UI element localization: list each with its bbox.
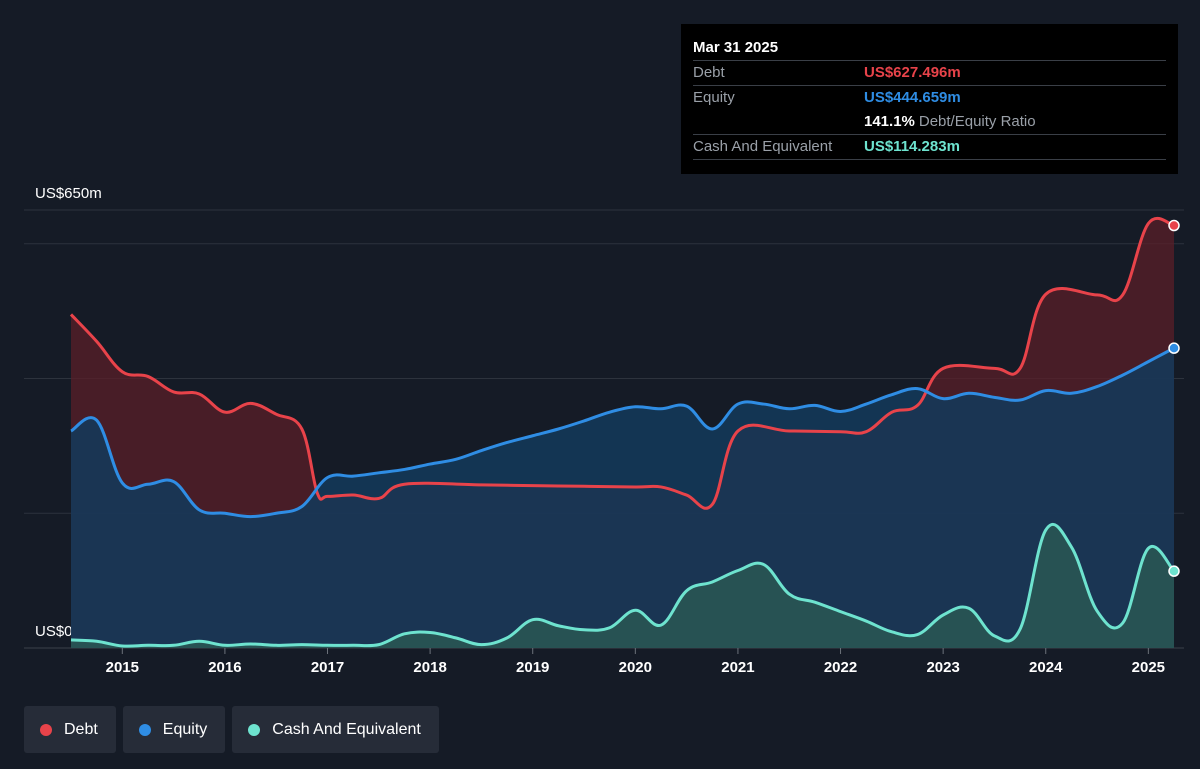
- tooltip-debt-value: US$627.496m: [864, 64, 961, 81]
- equity-line: [70, 346, 1175, 519]
- tooltip-debt-label: Debt: [693, 64, 725, 81]
- tooltip-cash-label: Cash And Equivalent: [693, 138, 833, 155]
- cash-dot-icon: [248, 723, 261, 736]
- equity-dot-icon: [138, 723, 151, 736]
- legend-item-cash[interactable]: Cash And Equivalent: [232, 706, 439, 753]
- x-tick-label: 2018: [413, 659, 446, 676]
- legend-item-equity[interactable]: Equity: [122, 706, 226, 753]
- x-tick-label: 2020: [619, 659, 652, 676]
- tooltip-ratio-value: 141.1%: [864, 113, 915, 130]
- legend-cash-label: Cash And Equivalent: [272, 720, 421, 738]
- x-tick-label: 2024: [1029, 659, 1063, 676]
- equity-area: [71, 348, 1174, 648]
- debt-dot-icon: [40, 723, 52, 736]
- chart-legend: Debt Equity Cash And Equivalent: [24, 706, 439, 753]
- x-tick-label: 2016: [208, 659, 241, 676]
- x-tick-label: 2017: [311, 659, 344, 676]
- tooltip-equity-label: Equity: [693, 89, 735, 106]
- cash-end-marker: [1168, 565, 1180, 577]
- tooltip-date: Mar 31 2025: [693, 39, 779, 56]
- legend-debt-label: Debt: [64, 720, 98, 738]
- x-tick-label: 2021: [721, 659, 754, 676]
- debt-line: [69, 216, 1175, 510]
- legend-equity-label: Equity: [162, 720, 208, 738]
- equity-end-marker: [1168, 342, 1180, 354]
- tooltip-panel: Mar 31 2025 Debt US$627.496m Equity US$4…: [681, 24, 1178, 174]
- x-tick-label: 2015: [106, 659, 139, 676]
- y-tick-label: US$0: [35, 623, 73, 640]
- x-tick-label: 2025: [1132, 659, 1165, 676]
- tooltip-cash-value: US$114.283m: [864, 138, 960, 155]
- x-tick-label: 2023: [926, 659, 959, 676]
- x-tick-label: 2022: [824, 659, 857, 676]
- cash-line: [70, 522, 1176, 648]
- y-tick-label: US$650m: [35, 185, 102, 202]
- tooltip-ratio-label: Debt/Equity Ratio: [918, 113, 1036, 130]
- x-tick-label: 2019: [516, 659, 549, 676]
- debt-end-marker: [1168, 219, 1180, 232]
- legend-item-debt[interactable]: Debt: [24, 706, 116, 753]
- tooltip-equity-value: US$444.659m: [864, 89, 961, 106]
